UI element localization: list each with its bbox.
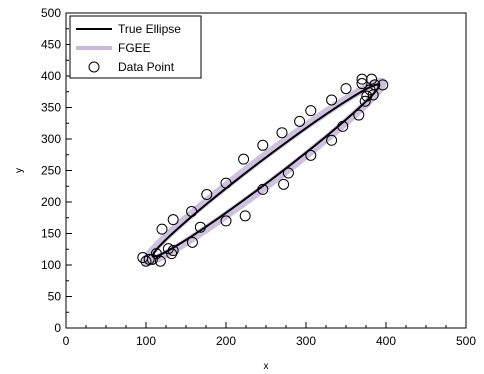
legend-label: True Ellipse bbox=[118, 22, 181, 36]
x-tick-label: 0 bbox=[63, 334, 70, 348]
data-point bbox=[201, 188, 213, 200]
data-point bbox=[276, 127, 288, 139]
data-point bbox=[167, 214, 179, 226]
x-tick-label: 200 bbox=[216, 334, 236, 348]
data-point bbox=[326, 94, 338, 106]
y-tick-label: 200 bbox=[41, 195, 61, 209]
legend-label: FGEE bbox=[118, 41, 151, 55]
data-point bbox=[337, 120, 349, 132]
y-tick-label: 450 bbox=[41, 38, 61, 52]
data-point bbox=[359, 95, 371, 107]
data-point bbox=[257, 183, 269, 195]
data-point bbox=[366, 73, 378, 85]
plot-series bbox=[137, 73, 389, 267]
data-point bbox=[186, 236, 198, 248]
data-point bbox=[239, 210, 251, 222]
data-point bbox=[143, 253, 155, 265]
y-tick-label: 150 bbox=[41, 227, 61, 241]
data-point bbox=[238, 153, 250, 165]
data-point bbox=[186, 205, 198, 217]
data-point bbox=[353, 109, 365, 121]
y-axis-title: y bbox=[14, 168, 25, 173]
data-point bbox=[356, 78, 368, 90]
legend-label: Data Point bbox=[118, 60, 175, 74]
y-tick-label: 400 bbox=[41, 69, 61, 83]
data-point bbox=[377, 79, 389, 91]
y-tick-label: 300 bbox=[41, 132, 61, 146]
y-tick-label: 250 bbox=[41, 164, 61, 178]
data-point bbox=[305, 105, 317, 117]
x-axis-title: x bbox=[264, 361, 269, 372]
true-ellipse bbox=[151, 83, 381, 258]
data-point bbox=[340, 83, 352, 95]
data-point bbox=[154, 255, 166, 267]
data-point bbox=[140, 255, 152, 267]
data-point bbox=[146, 253, 158, 265]
axes: 0 100 200 300 400 500 0 50 100 150 200 250 300 350 400… bbox=[14, 6, 476, 372]
data-point bbox=[282, 167, 294, 179]
data-point bbox=[220, 177, 232, 189]
y-tick-label: 100 bbox=[41, 258, 61, 272]
y-tick-label: 0 bbox=[54, 321, 61, 335]
data-point bbox=[220, 215, 232, 227]
x-tick-label: 500 bbox=[456, 334, 476, 348]
x-tick-label: 400 bbox=[376, 334, 396, 348]
data-point bbox=[257, 139, 269, 151]
data-point bbox=[194, 221, 206, 233]
y-tick-label: 350 bbox=[41, 101, 61, 115]
data-point bbox=[305, 149, 317, 161]
x-tick-label: 100 bbox=[136, 334, 156, 348]
y-tick-label: 50 bbox=[48, 290, 62, 304]
data-point bbox=[326, 134, 338, 146]
data-point bbox=[369, 79, 381, 91]
data-point bbox=[356, 73, 368, 85]
data-point bbox=[156, 223, 168, 235]
y-tick-label: 500 bbox=[41, 6, 61, 20]
data-point bbox=[361, 90, 373, 102]
data-point bbox=[294, 115, 306, 127]
fgee-ellipse bbox=[142, 77, 387, 266]
x-tick-label: 300 bbox=[296, 334, 316, 348]
legend: True Ellipse FGEE Data Point bbox=[69, 15, 202, 79]
data-point bbox=[278, 178, 290, 190]
data-point bbox=[167, 245, 179, 257]
legend-swatch-data-point bbox=[88, 61, 100, 73]
